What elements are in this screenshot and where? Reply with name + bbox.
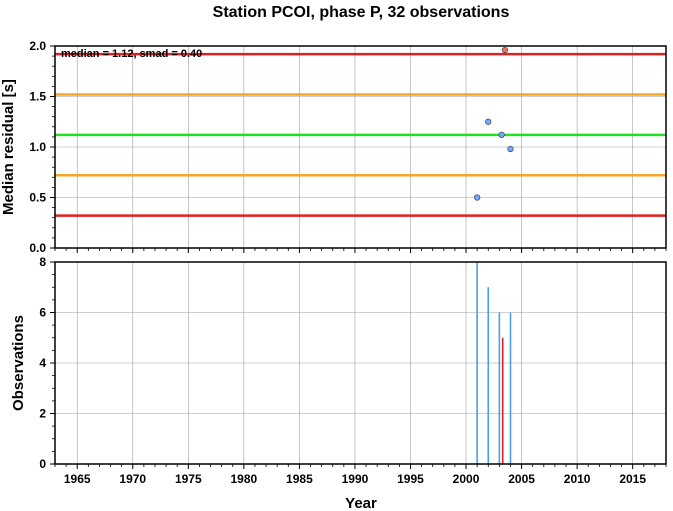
x-tick-label: 1970 [119, 472, 146, 486]
top-y-tick-label: 1.5 [29, 90, 46, 104]
bottom-y-tick-label: 6 [39, 306, 46, 320]
bottom-panel: 1965 1970 1975 1980 1985 1990 1995 2000 2005 2010… [10, 255, 667, 511]
top-grid [55, 45, 666, 249]
residual-point [498, 131, 505, 138]
top-annotation: median = 1.12, smad = 0.40 [61, 48, 202, 60]
top-ylabel: Median residual [s] [0, 79, 17, 215]
top-y-tick-label: 1.0 [29, 140, 46, 154]
x-tick-label: 2010 [564, 472, 591, 486]
x-tick-label: 1980 [231, 472, 258, 486]
x-tick-label: 1985 [286, 472, 313, 486]
bottom-y-tick-label: 4 [39, 356, 46, 370]
bottom-y-tick-label: 0 [39, 457, 46, 471]
top-points [474, 46, 514, 201]
residual-point [474, 194, 481, 201]
bottom-y-tick-label: 8 [39, 255, 46, 269]
bottom-y-tick-label: 2 [39, 407, 46, 421]
x-tick-label: 1975 [175, 472, 202, 486]
bottom-ticks: 1965 1970 1975 1980 1985 1990 1995 2000 2005 2010… [39, 255, 667, 486]
x-tick-label: 1990 [342, 472, 369, 486]
bottom-bars [476, 262, 512, 464]
x-tick-label: 1995 [397, 472, 424, 486]
residual-point [501, 46, 509, 54]
top-y-tick-label: 2.0 [29, 39, 46, 53]
x-tick-label: 2005 [508, 472, 535, 486]
top-ticks: 0.0 0.5 1.0 1.5 2.0 [29, 39, 667, 255]
top-y-tick-label: 0.0 [29, 241, 46, 255]
x-tick-label: 2015 [619, 472, 646, 486]
top-panel: 0.0 0.5 1.0 1.5 2.0 median = 1.12, smad = 0.… [0, 39, 667, 255]
bottom-xlabel: Year [345, 495, 377, 511]
residual-point [507, 145, 514, 153]
top-reference-lines [55, 52, 666, 217]
top-y-tick-label: 0.5 [29, 191, 46, 205]
bottom-grid [55, 261, 666, 465]
x-tick-label: 2000 [453, 472, 480, 486]
chart-title: Station PCOI, phase P, 32 observations [213, 4, 510, 21]
x-tick-label: 1965 [64, 472, 91, 486]
residual-point [485, 118, 492, 125]
bottom-ylabel: Observations [10, 315, 27, 411]
